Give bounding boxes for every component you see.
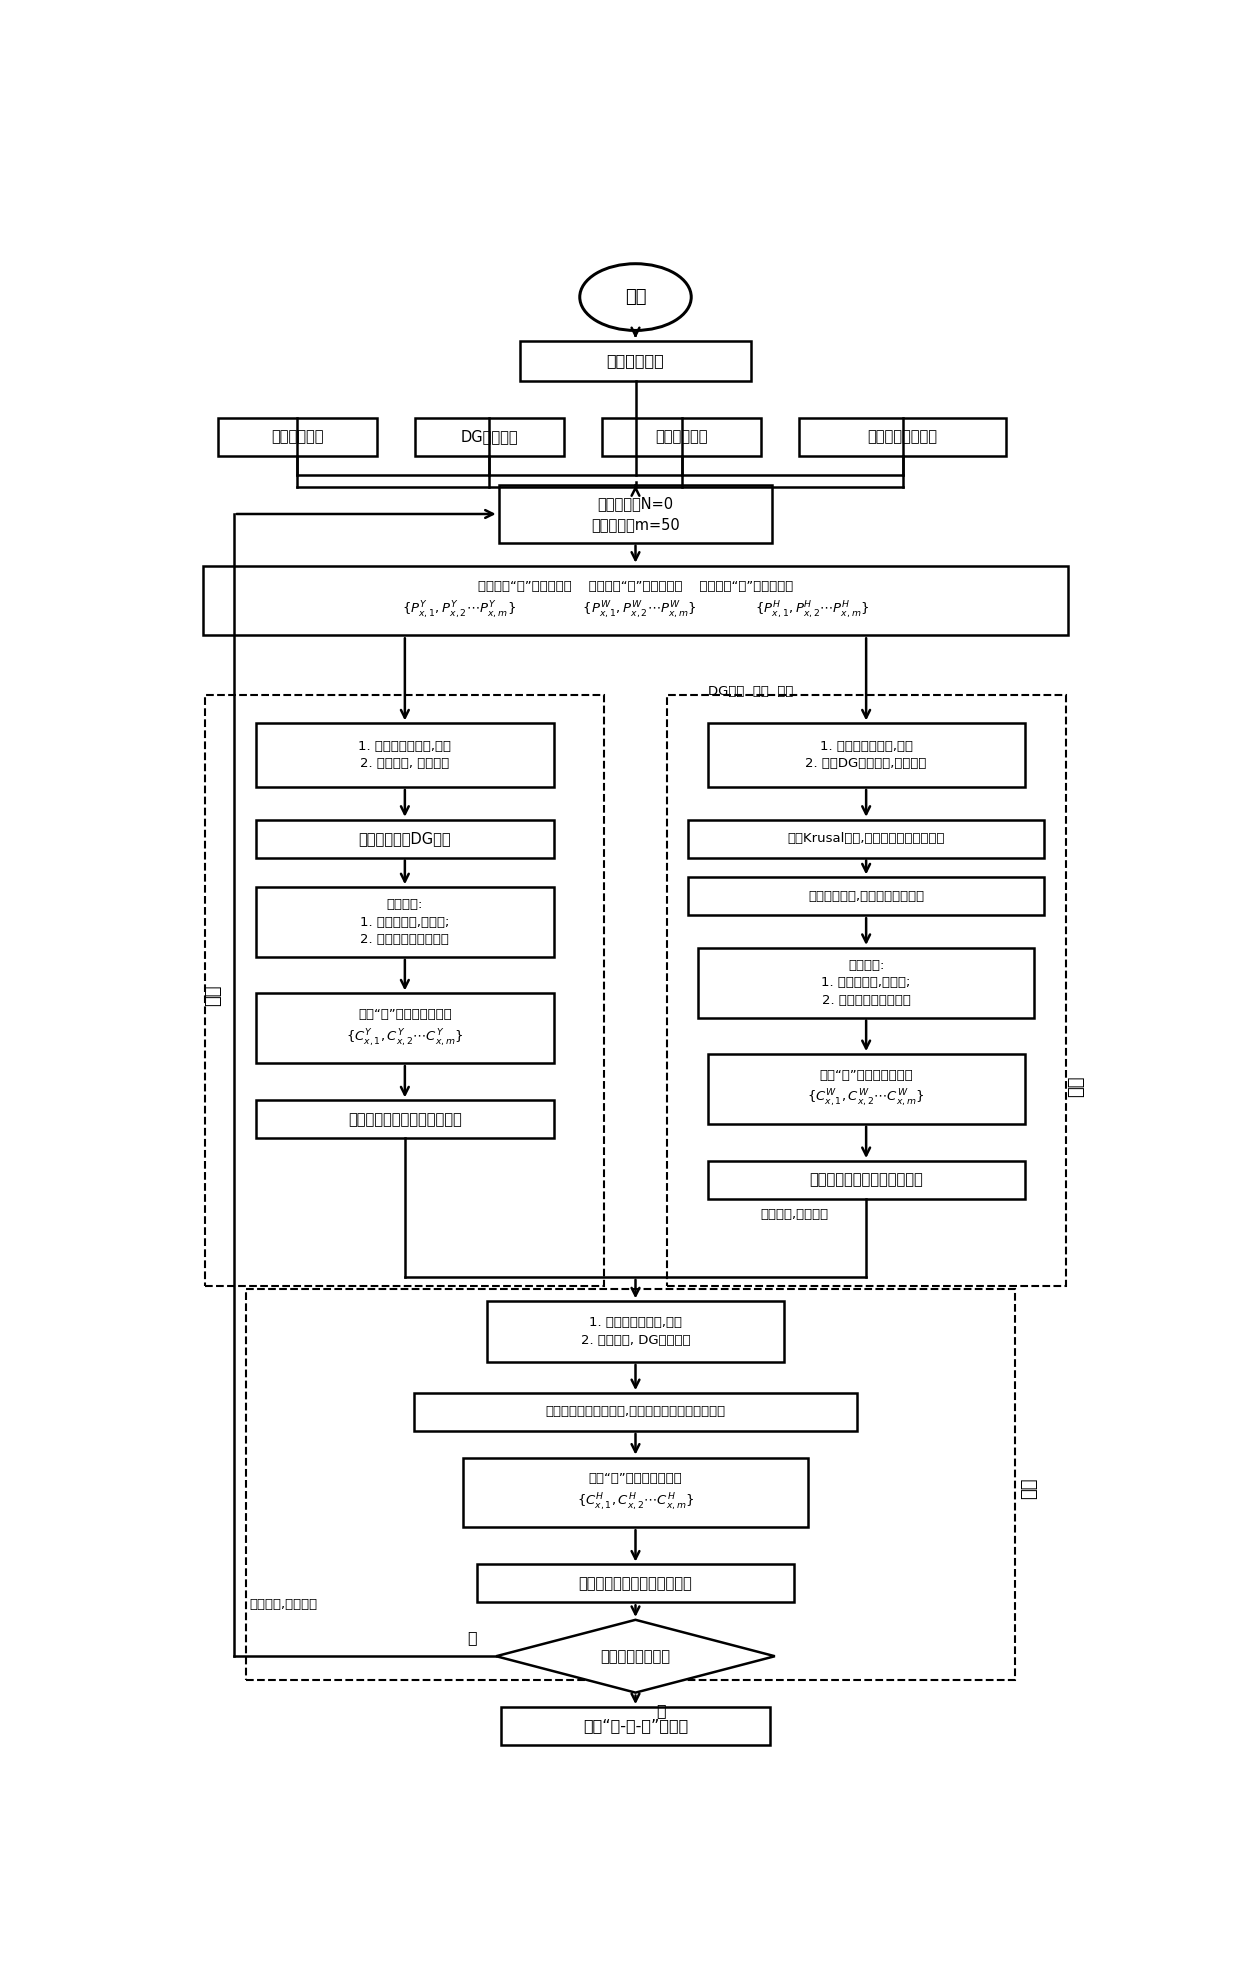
Text: 网层: 网层: [1066, 1076, 1085, 1097]
Text: 模拟运行:
1. 满足稳定性,可靠性;
2. 满足潮流等概率约束: 模拟运行: 1. 满足稳定性,可靠性; 2. 满足潮流等概率约束: [360, 898, 450, 946]
Text: 采用Krusal算法,获得当前初始网架结构: 采用Krusal算法,获得当前初始网架结构: [787, 831, 945, 845]
Bar: [414, 1393, 857, 1430]
Text: 计及储能后的DG出力: 计及储能后的DG出力: [358, 831, 451, 845]
Text: 读入规划数据: 读入规划数据: [606, 353, 665, 368]
Bar: [688, 877, 1044, 916]
Text: DG位置  容量  出力: DG位置 容量 出力: [708, 686, 792, 697]
Text: 选择源层个体最优和种群最优: 选择源层个体最优和种群最优: [348, 1111, 461, 1127]
Text: 开始: 开始: [625, 288, 646, 305]
Bar: [203, 565, 1068, 636]
Text: 输出“源-网-荷”最优解: 输出“源-网-荷”最优解: [583, 1718, 688, 1734]
Bar: [218, 418, 377, 455]
Polygon shape: [496, 1619, 775, 1692]
Bar: [255, 820, 554, 857]
Ellipse shape: [580, 264, 691, 331]
Bar: [603, 418, 761, 455]
Bar: [255, 723, 554, 788]
Text: 选择荷层个体最优和种群最优: 选择荷层个体最优和种群最优: [579, 1576, 692, 1592]
Text: 1. 更新粒子群权重,惯性
2. 更新网架, 响应负荷: 1. 更新粒子群权重,惯性 2. 更新网架, 响应负荷: [358, 741, 451, 770]
Text: 源层: 源层: [203, 985, 222, 1005]
Text: 是: 是: [657, 1704, 666, 1718]
Text: 网架结构情况: 网架结构情况: [656, 429, 708, 443]
Bar: [800, 418, 1006, 455]
Text: 计算“源”层初始解适应度
$\{C^Y_{x,1},C^Y_{x,2}\cdots C^Y_{x,m}\}$: 计算“源”层初始解适应度 $\{C^Y_{x,1},C^Y_{x,2}\cdot…: [346, 1009, 464, 1048]
Bar: [667, 695, 1066, 1286]
Bar: [498, 485, 773, 544]
Bar: [255, 993, 554, 1064]
Text: 网架结构,分时电价: 网架结构,分时电价: [249, 1598, 317, 1611]
Bar: [463, 1458, 808, 1527]
Text: 达到最大迭代次数: 达到最大迭代次数: [600, 1649, 671, 1665]
Bar: [708, 1054, 1024, 1123]
Text: 网架结构,分时电价: 网架结构,分时电价: [760, 1208, 828, 1221]
Bar: [415, 418, 564, 455]
Text: 否: 否: [467, 1631, 477, 1645]
Text: 总迭代次数N=0
各层种群数m=50: 总迭代次数N=0 各层种群数m=50: [591, 496, 680, 532]
Bar: [247, 1288, 1016, 1680]
Text: 1. 更新粒子群权重,惯性
2. 更新DG容量位置,响应负荷: 1. 更新粒子群权重,惯性 2. 更新DG容量位置,响应负荷: [806, 741, 926, 770]
Text: DG典型时序: DG典型时序: [460, 429, 518, 443]
Text: 典型负荷曲线: 典型负荷曲线: [272, 429, 324, 443]
Text: 模拟运行:
1. 满足稳定性,可靠性;
2. 满足潮流等概率约束: 模拟运行: 1. 满足稳定性,可靠性; 2. 满足潮流等概率约束: [821, 959, 911, 1007]
Bar: [501, 1708, 770, 1745]
Bar: [698, 948, 1034, 1018]
Bar: [205, 695, 604, 1286]
Text: 1. 更新粒子群权重,惯性
2. 更新网架, DG容量位置: 1. 更新粒子群权重,惯性 2. 更新网架, DG容量位置: [580, 1316, 691, 1347]
Text: 电动汽车负荷预测: 电动汽车负荷预测: [868, 429, 937, 443]
Bar: [255, 1101, 554, 1139]
Text: 荷层: 荷层: [1021, 1478, 1039, 1499]
Text: 编码生成“源”层初始种群    编码生成“网”层初始种群    编码生成“荷”层初始种群
$\{P^Y_{x,1},P^Y_{x,2}\cdots P^Y_{x: 编码生成“源”层初始种群 编码生成“网”层初始种群 编码生成“荷”层初始种群 $…: [402, 579, 869, 621]
Text: 修订线路参数,重新生成线路权値: 修订线路参数,重新生成线路权値: [808, 890, 924, 902]
Bar: [477, 1564, 794, 1602]
Bar: [521, 341, 751, 380]
Bar: [708, 1160, 1024, 1200]
Text: 计算“荷”层初始解适应度
$\{C^H_{x,1},C^H_{x,2}\cdots C^H_{x,m}\}$: 计算“荷”层初始解适应度 $\{C^H_{x,1},C^H_{x,2}\cdot…: [577, 1472, 694, 1513]
Bar: [688, 820, 1044, 857]
Text: 选择网层个体最优和种群最优: 选择网层个体最优和种群最优: [810, 1172, 923, 1188]
Text: 计及电动汽车负荷影响,根据分时电价调整负荷行为: 计及电动汽车负荷影响,根据分时电价调整负荷行为: [546, 1405, 725, 1418]
Text: 计算“网”层初始解适应度
$\{C^W_{x,1},C^W_{x,2}\cdots C^W_{x,m}\}$: 计算“网”层初始解适应度 $\{C^W_{x,1},C^W_{x,2}\cdot…: [807, 1068, 925, 1109]
Bar: [255, 886, 554, 957]
Bar: [708, 723, 1024, 788]
Bar: [486, 1302, 785, 1361]
